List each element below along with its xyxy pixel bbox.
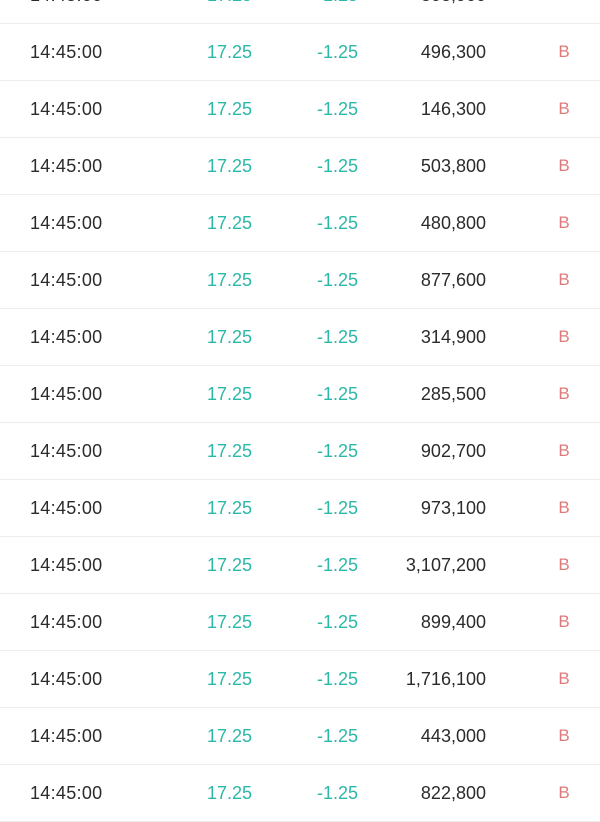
trade-time: 14:45:00 bbox=[30, 384, 103, 404]
trade-price: 17.25 bbox=[206, 498, 252, 518]
trade-side-badge: B bbox=[558, 726, 570, 745]
trade-time: 14:45:00 bbox=[30, 726, 103, 746]
trade-row[interactable]: 14:45:00 17.25 -1.25 285,500 B bbox=[0, 366, 600, 423]
trade-time: 14:45:00 bbox=[30, 498, 103, 518]
trade-row[interactable]: 14:45:00 17.25 -1.25 973,100 B bbox=[0, 480, 600, 537]
trade-time: 14:45:00 bbox=[30, 669, 103, 689]
trade-volume: 303,900 bbox=[380, 0, 486, 23]
trade-side-badge: B bbox=[558, 384, 570, 403]
trade-side-badge: B bbox=[558, 213, 570, 232]
trade-price: 17.25 bbox=[206, 156, 252, 176]
trade-time: 14:45:00 bbox=[30, 612, 103, 632]
trade-change: -1.25 bbox=[290, 0, 358, 23]
trade-time: 14:45:00 bbox=[30, 156, 103, 176]
trade-time: 14:45:00 bbox=[30, 441, 103, 461]
trade-volume: 314,900 bbox=[420, 327, 486, 347]
trade-time: 14:45:00 bbox=[30, 327, 103, 347]
trade-row[interactable]: 14:45:00 17.25 -1.25 902,700 B bbox=[0, 423, 600, 480]
trade-time: 14:45:00 bbox=[30, 99, 103, 119]
trade-change: -1.25 bbox=[316, 156, 358, 176]
trade-volume: 902,700 bbox=[420, 441, 486, 461]
trade-change: -1.25 bbox=[316, 213, 358, 233]
trade-change: -1.25 bbox=[316, 441, 358, 461]
trade-row[interactable]: 14:45:00 17.25 -1.25 503,800 B bbox=[0, 138, 600, 195]
trade-change: -1.25 bbox=[316, 555, 358, 575]
trade-change: -1.25 bbox=[316, 270, 358, 290]
trade-side-badge: B bbox=[558, 42, 570, 61]
trade-volume: 1,716,100 bbox=[405, 669, 486, 689]
trade-price: 17.25 bbox=[206, 441, 252, 461]
trade-time: 14:45:00 bbox=[30, 555, 103, 575]
trade-price: 17.25 bbox=[206, 783, 252, 803]
trade-time: 14:45:00 bbox=[30, 270, 103, 290]
trade-side-badge: B bbox=[558, 612, 570, 631]
trade-price: 17.25 bbox=[206, 213, 252, 233]
trade-price: 17.25 bbox=[206, 726, 252, 746]
trade-side-badge: B bbox=[558, 783, 570, 802]
trade-row[interactable]: 14:45:00 17.25 -1.25 3,107,200 B bbox=[0, 537, 600, 594]
trade-row[interactable]: 14:45:00 17.25 -1.25 314,900 B bbox=[0, 309, 600, 366]
trade-volume: 973,100 bbox=[420, 498, 486, 518]
trade-time: 14:45:00 bbox=[30, 213, 103, 233]
trade-price: 17.25 bbox=[206, 99, 252, 119]
trade-row[interactable]: 14:45:00 17.25 -1.25 822,800 B bbox=[0, 765, 600, 822]
trade-price: 17.25 bbox=[206, 612, 252, 632]
trade-change: -1.25 bbox=[316, 99, 358, 119]
trade-volume: 443,000 bbox=[420, 726, 486, 746]
trade-row[interactable]: 14:45:00 17.25 -1.25 480,800 B bbox=[0, 195, 600, 252]
trade-change: -1.25 bbox=[316, 783, 358, 803]
trade-change: -1.25 bbox=[316, 327, 358, 347]
trade-side-badge: B bbox=[552, 0, 576, 23]
trade-price: 17.25 bbox=[206, 384, 252, 404]
trade-price: 17.25 bbox=[206, 327, 252, 347]
trade-volume: 496,300 bbox=[420, 42, 486, 62]
trade-price: 17.25 bbox=[206, 270, 252, 290]
trade-side-badge: B bbox=[558, 327, 570, 346]
trade-side-badge: B bbox=[558, 156, 570, 175]
trade-side-badge: B bbox=[558, 270, 570, 289]
trade-price: 17.25 bbox=[206, 669, 252, 689]
trade-volume: 285,500 bbox=[420, 384, 486, 404]
trade-side-badge: B bbox=[558, 669, 570, 688]
trade-side-badge: B bbox=[558, 498, 570, 517]
trade-volume: 146,300 bbox=[420, 99, 486, 119]
trade-row[interactable]: 14:45:00 17.25 -1.25 1,716,100 B bbox=[0, 651, 600, 708]
trade-time: 14:45:00 bbox=[30, 42, 103, 62]
trade-time: 14:45:00 bbox=[30, 783, 103, 803]
trade-volume: 3,107,200 bbox=[405, 555, 486, 575]
trade-volume: 877,600 bbox=[420, 270, 486, 290]
trade-volume: 503,800 bbox=[420, 156, 486, 176]
trade-row[interactable]: 14:45:00 17.25 -1.25 496,300 B bbox=[0, 24, 600, 81]
trade-side-badge: B bbox=[558, 555, 570, 574]
trade-change: -1.25 bbox=[316, 42, 358, 62]
trade-row[interactable]: 14:45:00 17.25 -1.25 877,600 B bbox=[0, 252, 600, 309]
trade-change: -1.25 bbox=[316, 498, 358, 518]
trade-change: -1.25 bbox=[316, 669, 358, 689]
trade-row[interactable]: 14:45:00 17.25 -1.25 443,000 B bbox=[0, 708, 600, 765]
trade-volume: 480,800 bbox=[420, 213, 486, 233]
trade-time: 14:45:00 bbox=[30, 0, 102, 23]
trade-change: -1.25 bbox=[316, 726, 358, 746]
trade-price: 17.25 bbox=[206, 42, 252, 62]
trade-volume: 822,800 bbox=[420, 783, 486, 803]
trade-row[interactable]: 14:45:00 17.25 -1.25 303,900 B bbox=[0, 0, 600, 24]
trade-volume: 899,400 bbox=[420, 612, 486, 632]
trade-change: -1.25 bbox=[316, 612, 358, 632]
trade-row[interactable]: 14:45:00 17.25 -1.25 899,400 B bbox=[0, 594, 600, 651]
trade-price: 17.25 bbox=[190, 0, 252, 23]
trade-side-badge: B bbox=[558, 99, 570, 118]
trade-price: 17.25 bbox=[206, 555, 252, 575]
trade-change: -1.25 bbox=[316, 384, 358, 404]
trade-side-badge: B bbox=[558, 441, 570, 460]
trade-row[interactable]: 14:45:00 17.25 -1.25 146,300 B bbox=[0, 81, 600, 138]
